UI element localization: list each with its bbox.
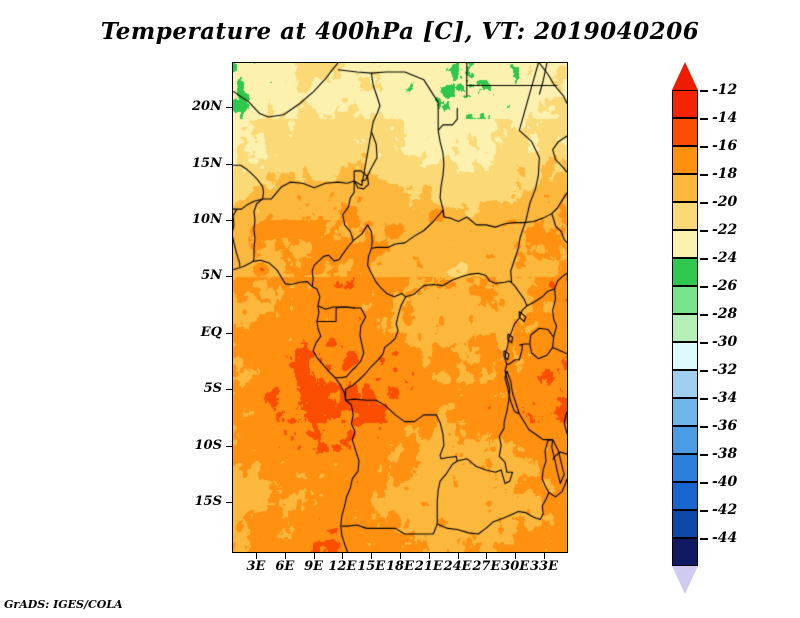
y-axis-tick-mark <box>226 163 232 165</box>
y-axis-tick-label: 10S <box>194 437 222 453</box>
colorbar-tick-label: -40 <box>712 474 738 490</box>
colorbar-tick-label: -16 <box>712 138 738 154</box>
x-axis-tick-mark <box>371 553 373 559</box>
colorbar-tick-mark <box>700 90 708 92</box>
x-axis-tick-mark <box>486 553 488 559</box>
page-title: Temperature at 400hPa [C], VT: 201904020… <box>100 18 700 45</box>
footer-credit: GrADS: IGES/COLA <box>4 598 123 611</box>
x-axis-tick-mark <box>256 553 257 559</box>
colorbar-band <box>672 538 698 566</box>
colorbar-tick-mark <box>700 258 708 260</box>
map-plot-area <box>232 62 568 553</box>
x-axis-tick-mark <box>313 553 315 559</box>
colorbar-tick-label: -34 <box>712 390 738 406</box>
colorbar-cap-bottom <box>672 566 698 594</box>
colorbar-tick-label: -12 <box>712 82 738 98</box>
x-axis-tick-label: 30E <box>501 559 530 574</box>
colorbar-tick-mark <box>700 118 708 120</box>
x-axis-tick-label: 18E <box>386 559 414 574</box>
colorbar-band <box>672 510 698 538</box>
colorbar-tick-label: -38 <box>712 446 738 462</box>
colorbar-tick-mark <box>700 370 708 372</box>
y-axis-tick-mark <box>226 220 232 222</box>
colorbar-tick-mark <box>700 398 708 400</box>
x-axis-tick-label: 24E <box>443 559 472 574</box>
y-axis-tick-mark <box>226 107 232 109</box>
colorbar-tick-label: -24 <box>712 250 738 266</box>
colorbar-tick-label: -22 <box>712 222 738 238</box>
y-axis-tick-label: 10N <box>192 212 222 228</box>
x-axis-tick-label: 27E <box>472 559 501 574</box>
x-axis-tick-mark <box>544 553 545 559</box>
colorbar-band <box>672 146 698 174</box>
x-axis-tick-label: 6E <box>275 559 295 574</box>
x-axis-tick-label: 15E <box>357 559 386 574</box>
y-axis-tick-mark <box>226 276 232 278</box>
colorbar-tick-mark <box>700 538 708 540</box>
colorbar-tick-mark <box>700 202 708 204</box>
temperature-field-raster <box>233 63 567 552</box>
y-axis-tick-label: 15S <box>194 494 222 510</box>
y-axis-tick-label: EQ <box>200 324 222 340</box>
x-axis-tick-label: 12E <box>328 559 357 574</box>
x-axis-tick-mark <box>284 553 286 559</box>
y-axis-tick-mark <box>226 389 232 391</box>
x-axis-tick-label: 21E <box>414 559 443 574</box>
colorbar-tick-label: -32 <box>712 362 738 378</box>
x-axis-tick-label: 33E <box>530 559 558 574</box>
colorbar-tick-label: -14 <box>712 110 738 126</box>
colorbar-band <box>672 230 698 258</box>
x-axis-tick-mark <box>457 553 459 559</box>
x-axis-tick-mark <box>342 553 344 559</box>
colorbar-tick-mark <box>700 174 708 176</box>
y-axis-tick-label: 15N <box>192 155 222 171</box>
colorbar-tick-mark <box>700 230 708 232</box>
colorbar-band <box>672 342 698 370</box>
colorbar-tick-label: -30 <box>712 334 738 350</box>
x-axis-tick-label: 9E <box>304 559 324 574</box>
colorbar-tick-label: -36 <box>712 418 738 434</box>
colorbar-band <box>672 370 698 398</box>
colorbar-tick-mark <box>700 426 708 428</box>
colorbar-tick-label: -44 <box>712 530 738 546</box>
colorbar-band <box>672 314 698 342</box>
colorbar-band <box>672 454 698 482</box>
colorbar-tick-mark <box>700 342 708 344</box>
x-axis-tick-mark <box>400 553 401 559</box>
colorbar-band <box>672 174 698 202</box>
colorbar-tick-label: -20 <box>712 194 738 210</box>
colorbar-tick-mark <box>700 454 708 456</box>
colorbar-tick-mark <box>700 314 708 316</box>
colorbar-band <box>672 90 698 118</box>
colorbar-band <box>672 426 698 454</box>
y-axis-tick-mark <box>226 445 232 447</box>
colorbar-band <box>672 286 698 314</box>
y-axis-tick-mark <box>226 502 232 504</box>
colorbar-tick-label: -26 <box>712 278 738 294</box>
colorbar: -12 -14 -16 -18 -20 -22 -24 -26 -28 -30 -32 -34 -36 -… <box>672 62 737 594</box>
x-axis-tick-mark <box>428 553 430 559</box>
colorbar-tick-mark <box>700 510 708 512</box>
colorbar-band <box>672 258 698 286</box>
colorbar-band <box>672 118 698 146</box>
y-axis-tick-mark <box>226 332 232 334</box>
colorbar-band <box>672 202 698 230</box>
colorbar-tick-mark <box>700 146 708 148</box>
colorbar-tick-mark <box>700 286 708 288</box>
x-axis-tick-mark <box>515 553 517 559</box>
colorbar-band <box>672 482 698 510</box>
colorbar-tick-label: -18 <box>712 166 738 182</box>
y-axis-tick-label: 5S <box>203 381 222 397</box>
y-axis-tick-label: 20N <box>192 99 222 115</box>
colorbar-tick-label: -42 <box>712 502 738 518</box>
y-axis-tick-label: 5N <box>201 268 222 284</box>
colorbar-cap-top <box>672 62 698 90</box>
x-axis-tick-label: 3E <box>246 559 266 574</box>
colorbar-tick-mark <box>700 482 708 484</box>
colorbar-band <box>672 398 698 426</box>
colorbar-tick-label: -28 <box>712 306 738 322</box>
